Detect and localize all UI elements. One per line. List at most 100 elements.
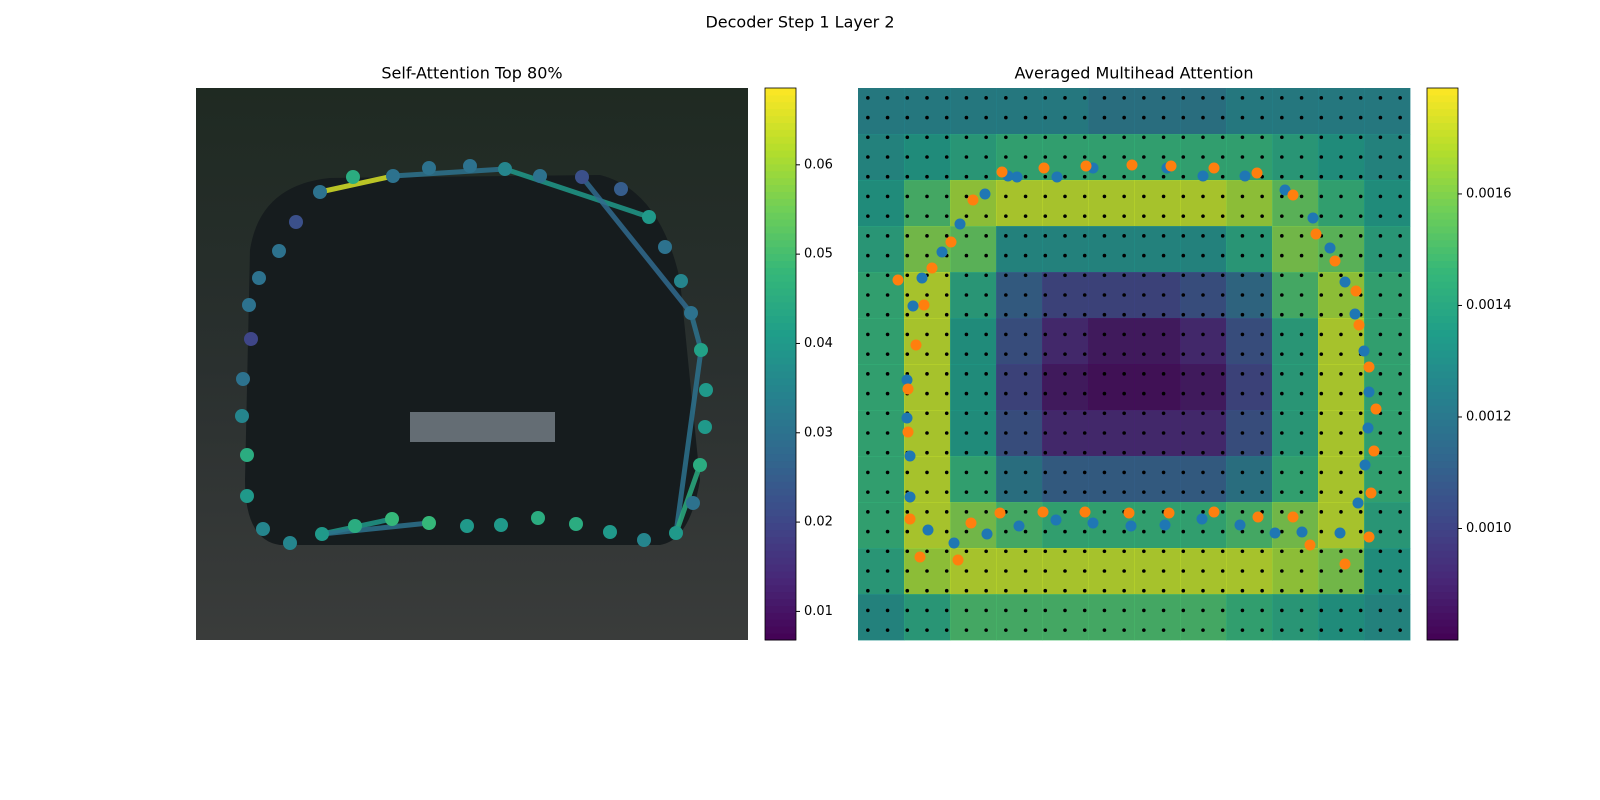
reference-dot bbox=[1260, 214, 1264, 218]
colorbar-segment bbox=[765, 88, 796, 96]
contour-point bbox=[914, 551, 926, 563]
reference-dot bbox=[866, 510, 870, 514]
reference-dot bbox=[984, 450, 988, 455]
reference-dot bbox=[1201, 628, 1205, 632]
reference-dot bbox=[1102, 510, 1107, 514]
reference-dot bbox=[964, 450, 969, 455]
contour-point bbox=[981, 528, 993, 540]
colorbar-tick-label: 0.0014 bbox=[1466, 298, 1512, 313]
reference-dot bbox=[1398, 312, 1402, 317]
heatmap-cell bbox=[1180, 180, 1227, 227]
reference-dot bbox=[1299, 411, 1304, 416]
colorbar-segment bbox=[1427, 536, 1458, 544]
reference-dot bbox=[1201, 96, 1205, 100]
reference-dot bbox=[1240, 411, 1245, 416]
colorbar-segment bbox=[1427, 295, 1458, 303]
reference-dot bbox=[1358, 510, 1363, 514]
contour-point bbox=[1279, 184, 1291, 196]
reference-dot bbox=[1280, 628, 1284, 632]
reference-dot bbox=[1181, 234, 1186, 238]
colorbar-segment bbox=[1427, 564, 1458, 572]
reference-dot bbox=[1063, 450, 1067, 455]
heatmap-cell bbox=[1088, 594, 1135, 641]
heatmap-cell bbox=[1042, 364, 1089, 411]
reference-dot bbox=[1319, 194, 1324, 199]
heatmap-cell bbox=[1226, 318, 1273, 365]
reference-dot bbox=[1339, 96, 1343, 100]
reference-dot bbox=[1398, 411, 1402, 416]
contour-point bbox=[904, 491, 916, 503]
reference-dot bbox=[905, 155, 910, 159]
contour-point bbox=[1363, 361, 1375, 373]
reference-dot bbox=[964, 115, 969, 120]
reference-dot bbox=[885, 608, 890, 613]
colorbar-segment bbox=[1427, 239, 1458, 248]
colorbar-segment bbox=[765, 170, 796, 179]
reference-dot bbox=[1398, 628, 1402, 632]
heatmap-cell bbox=[858, 502, 905, 549]
contour-point bbox=[1353, 319, 1365, 331]
reference-dot bbox=[1004, 450, 1008, 455]
reference-dot bbox=[1201, 608, 1205, 613]
reference-dot bbox=[925, 588, 929, 593]
reference-dot bbox=[1004, 96, 1008, 100]
reference-dot bbox=[905, 253, 910, 258]
reference-dot bbox=[1043, 332, 1048, 337]
reference-dot bbox=[1299, 115, 1304, 120]
heatmap-cell bbox=[858, 594, 905, 641]
panel-title: Averaged Multihead Attention bbox=[1015, 64, 1254, 83]
reference-dot bbox=[1220, 569, 1225, 573]
reference-dot bbox=[1181, 588, 1186, 593]
reference-dot bbox=[1358, 450, 1363, 455]
reference-dot bbox=[1023, 450, 1028, 455]
reference-dot bbox=[1378, 450, 1383, 455]
contour-point bbox=[1208, 162, 1220, 174]
reference-dot bbox=[1004, 332, 1008, 337]
reference-dot bbox=[1398, 450, 1402, 455]
heatmap-cell bbox=[858, 456, 905, 503]
reference-dot bbox=[1260, 372, 1264, 376]
heatmap-cell bbox=[1318, 88, 1365, 135]
reference-dot bbox=[1161, 174, 1166, 179]
reference-dot bbox=[1220, 194, 1225, 199]
reference-dot bbox=[1082, 431, 1087, 435]
reference-dot bbox=[1004, 549, 1008, 554]
reference-dot bbox=[1102, 608, 1107, 613]
reference-dot bbox=[925, 253, 929, 258]
reference-dot bbox=[1122, 352, 1126, 356]
contour-point bbox=[1359, 459, 1371, 471]
colorbar-segment bbox=[1427, 177, 1458, 186]
vertex-point bbox=[313, 185, 327, 199]
heatmap-cell bbox=[1226, 88, 1273, 135]
reference-dot bbox=[1181, 549, 1186, 554]
colorbar-tick-label: 0.0016 bbox=[1466, 186, 1512, 201]
reference-dot bbox=[944, 155, 949, 159]
reference-dot bbox=[1043, 391, 1048, 396]
reference-dot bbox=[905, 194, 910, 199]
reference-dot bbox=[1161, 372, 1166, 376]
reference-dot bbox=[1260, 352, 1264, 356]
reference-dot bbox=[1181, 529, 1186, 534]
reference-dot bbox=[1004, 253, 1008, 258]
reference-dot bbox=[1280, 332, 1284, 337]
reference-dot bbox=[1181, 155, 1186, 159]
colorbar-tick-label: 0.02 bbox=[804, 515, 833, 530]
reference-dot bbox=[925, 490, 929, 494]
colorbar-segment bbox=[1427, 246, 1458, 255]
reference-dot bbox=[1201, 194, 1205, 199]
reference-dot bbox=[1122, 628, 1126, 632]
colorbar-segment bbox=[1427, 129, 1458, 137]
right-panel: 0.0010 0.0012 0.0014 0.0016 bbox=[858, 87, 1512, 641]
reference-dot bbox=[1240, 293, 1245, 297]
heatmap-cell bbox=[1134, 180, 1181, 227]
reference-dot bbox=[1378, 115, 1383, 120]
reference-dot bbox=[1023, 510, 1028, 514]
reference-dot bbox=[1023, 470, 1028, 475]
reference-dot bbox=[1240, 135, 1245, 140]
colorbar-segment bbox=[1427, 612, 1458, 620]
contour-point bbox=[1368, 445, 1380, 457]
colorbar-segment bbox=[765, 433, 796, 441]
reference-dot bbox=[1082, 372, 1087, 376]
reference-dot bbox=[944, 569, 949, 573]
reference-dot bbox=[1280, 431, 1284, 435]
